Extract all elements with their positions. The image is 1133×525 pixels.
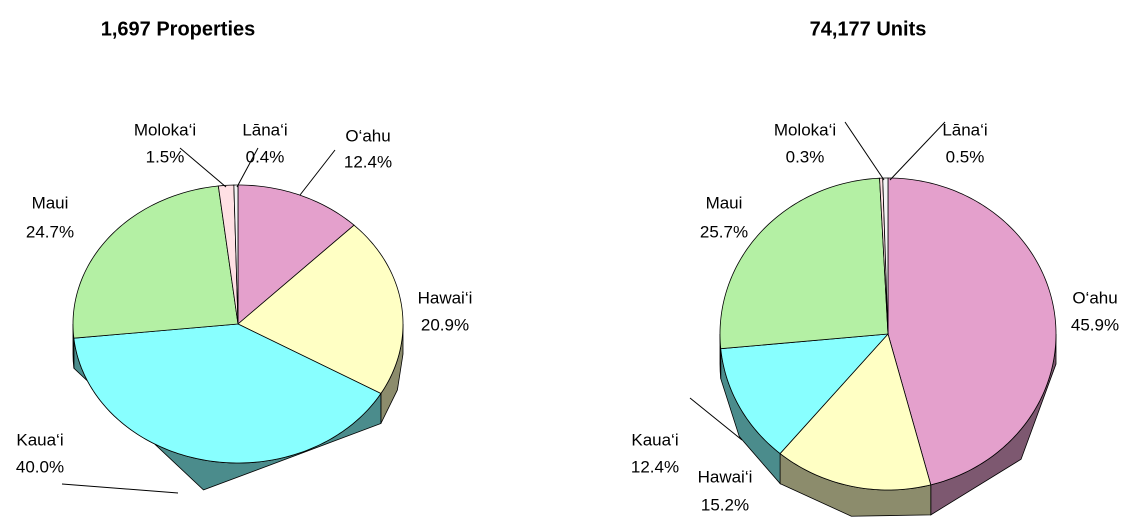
slice-value: 15.2% xyxy=(701,495,749,514)
slice-label: Maui xyxy=(32,193,69,212)
pie-slice xyxy=(720,333,889,455)
slice-label: Maui xyxy=(706,193,743,212)
slice-label: O‘ahu xyxy=(1072,288,1117,307)
leader-line xyxy=(844,121,885,181)
pie-slice xyxy=(779,333,932,491)
slice-label: Lāna‘i xyxy=(942,120,987,139)
leader-line xyxy=(299,149,336,196)
pie-slice xyxy=(237,184,355,325)
slice-value: 45.9% xyxy=(1071,315,1119,334)
slice-label: Moloka‘i xyxy=(774,120,836,139)
slice-value: 12.4% xyxy=(344,152,392,171)
pie-slice xyxy=(233,184,239,325)
leader-line xyxy=(236,147,259,188)
slice-value: 25.7% xyxy=(700,222,748,241)
pie-slice xyxy=(73,323,382,464)
slice-value: 24.7% xyxy=(26,222,74,241)
slice-label: Kaua‘i xyxy=(16,430,63,449)
slice-value: 20.9% xyxy=(421,315,469,334)
slice-value: 40.0% xyxy=(16,457,64,476)
slice-value: 12.4% xyxy=(631,457,679,476)
pie-slice xyxy=(217,184,239,325)
leader-line xyxy=(889,121,946,181)
slice-value: 0.5% xyxy=(946,147,985,166)
slice-label: Kaua‘i xyxy=(631,430,678,449)
slice-value: 1.5% xyxy=(146,147,185,166)
slice-label: O‘ahu xyxy=(345,126,390,145)
chart-title: 1,697 Properties xyxy=(101,18,256,40)
leader-line xyxy=(61,483,179,494)
slice-value: 0.3% xyxy=(786,147,825,166)
slice-label: Hawai‘i xyxy=(698,467,753,486)
pie-slice xyxy=(237,224,404,395)
slice-label: Moloka‘i xyxy=(134,120,196,139)
leader-line xyxy=(179,147,227,188)
slice-label: Hawai‘i xyxy=(418,288,473,307)
leader-line xyxy=(689,397,743,441)
slice-label: Lāna‘i xyxy=(242,120,287,139)
slice-value: 0.4% xyxy=(246,147,285,166)
pie-slice xyxy=(882,177,889,335)
pie-slice xyxy=(719,177,889,350)
chart-title: 74,177 Units xyxy=(810,18,927,40)
pie-slice xyxy=(887,177,1057,486)
pie-slice xyxy=(72,185,239,339)
